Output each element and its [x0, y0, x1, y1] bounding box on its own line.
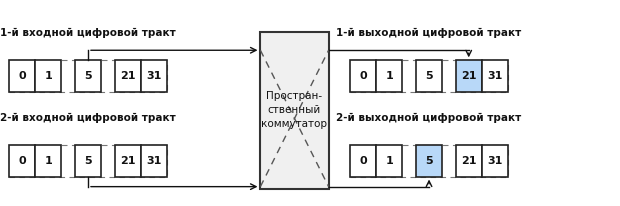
Text: 0: 0: [360, 156, 367, 166]
Text: 21: 21: [120, 156, 136, 166]
Text: 21: 21: [461, 156, 476, 166]
Text: 1-й входной цифровой тракт: 1-й входной цифровой тракт: [0, 28, 176, 38]
Bar: [350, 60, 508, 92]
Text: 2-й выходной цифровой тракт: 2-й выходной цифровой тракт: [337, 113, 521, 123]
Bar: [416, 60, 442, 92]
Bar: [9, 60, 167, 92]
Text: 5: 5: [425, 156, 433, 166]
Bar: [115, 145, 141, 177]
Text: 21: 21: [120, 71, 136, 81]
Bar: [482, 60, 508, 92]
Text: 1: 1: [386, 71, 393, 81]
Text: 31: 31: [146, 156, 161, 166]
Bar: [376, 60, 402, 92]
Text: 1: 1: [45, 156, 52, 166]
Text: 5: 5: [84, 156, 92, 166]
Bar: [75, 145, 101, 177]
Bar: [9, 60, 35, 92]
Text: 31: 31: [487, 156, 502, 166]
Bar: [75, 60, 101, 92]
Bar: [350, 60, 376, 92]
Bar: [35, 60, 61, 92]
Bar: [9, 145, 167, 177]
Bar: [141, 145, 167, 177]
Text: 5: 5: [425, 71, 433, 81]
Bar: [456, 145, 482, 177]
Text: 0: 0: [19, 71, 26, 81]
Bar: [456, 60, 482, 92]
Bar: [9, 145, 35, 177]
Text: 2-й входной цифровой тракт: 2-й входной цифровой тракт: [0, 113, 176, 123]
Bar: [376, 145, 402, 177]
Text: 5: 5: [84, 71, 92, 81]
Bar: [260, 32, 329, 189]
Text: 31: 31: [146, 71, 161, 81]
Text: 31: 31: [487, 71, 502, 81]
Text: 1: 1: [45, 71, 52, 81]
Text: 0: 0: [19, 156, 26, 166]
Text: 1: 1: [386, 156, 393, 166]
Bar: [115, 60, 141, 92]
Bar: [141, 60, 167, 92]
Bar: [35, 145, 61, 177]
Bar: [350, 145, 508, 177]
Bar: [482, 145, 508, 177]
Bar: [416, 145, 442, 177]
Text: 0: 0: [360, 71, 367, 81]
Text: Простран-
ственный
коммутатор: Простран- ственный коммутатор: [262, 91, 327, 129]
Text: 21: 21: [461, 71, 476, 81]
Text: 1-й выходной цифровой тракт: 1-й выходной цифровой тракт: [337, 28, 521, 38]
Bar: [350, 145, 376, 177]
